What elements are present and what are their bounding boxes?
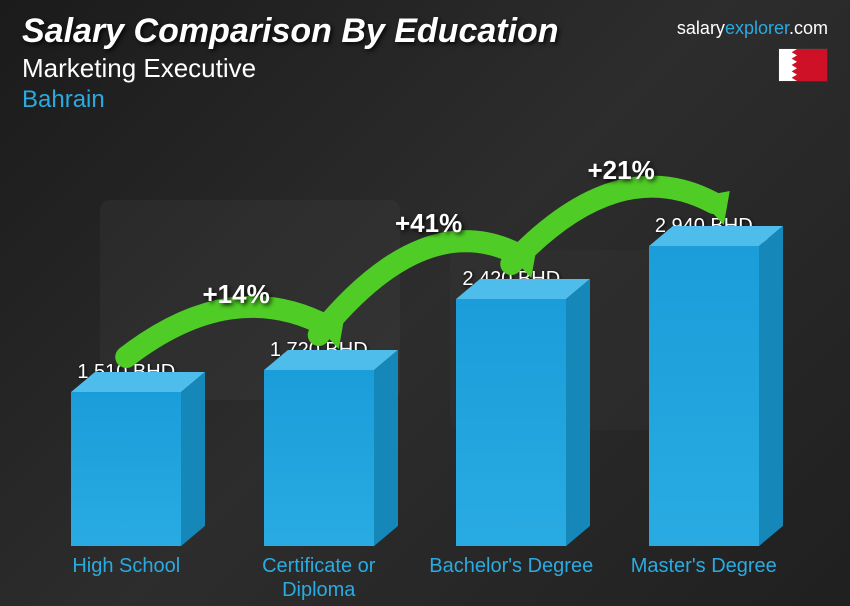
infographic-content: Salary Comparison By Education Marketing… (0, 0, 850, 606)
increase-arrow-icon (0, 0, 850, 606)
percent-increase-label: +21% (588, 155, 655, 186)
